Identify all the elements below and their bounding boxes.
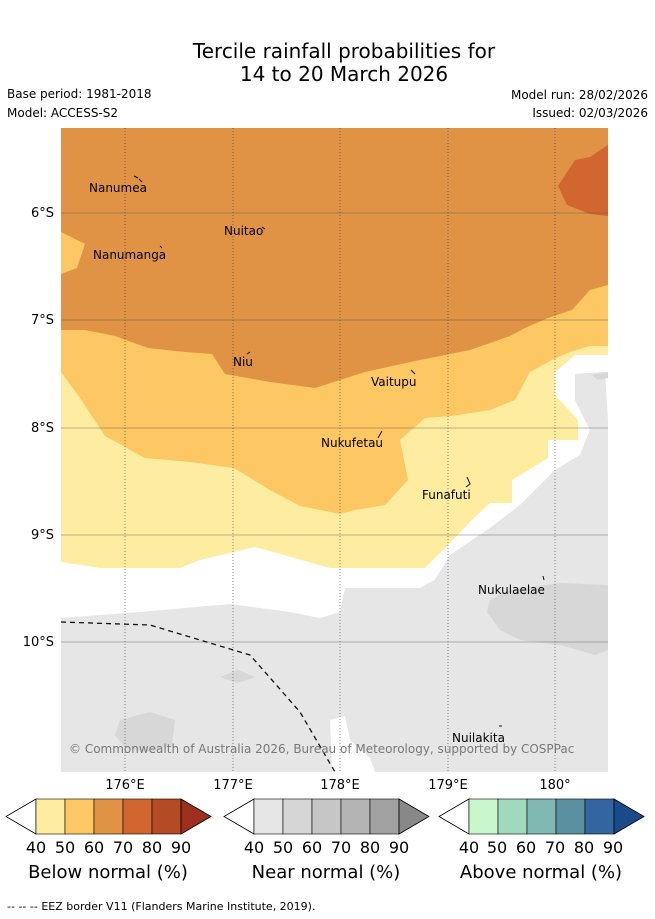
- eez-legend-line: -- -- --: [7, 900, 38, 913]
- eez-legend-text: EEZ border V11 (Flanders Marine Institut…: [41, 900, 316, 913]
- colorbar-segment: [253, 798, 284, 835]
- island-label-nanumanga: Nanumanga: [93, 248, 167, 262]
- colorbar-segment: [555, 798, 586, 835]
- tick-below-70: 70: [112, 838, 134, 857]
- tick-above-90: 90: [602, 838, 624, 857]
- near-normal-patch-2: [220, 670, 255, 683]
- title-line-2: 14 to 20 March 2026: [239, 62, 449, 86]
- colorbar-segment: [35, 798, 66, 835]
- issued-date: Issued: 02/03/2026: [532, 106, 648, 120]
- colorbar-segment: [340, 798, 371, 835]
- tick-below-80: 80: [141, 838, 163, 857]
- lon-label-178e: 178°E: [320, 778, 360, 793]
- near-normal-patch: [115, 712, 175, 752]
- island-label-funafuti: Funafuti: [422, 488, 471, 502]
- colorbar-segment: [526, 798, 557, 835]
- map-panel: [61, 128, 608, 772]
- eez-border: [61, 621, 336, 772]
- colorbar-low-arrow: [5, 798, 37, 835]
- colorbar-high-arrow: [398, 798, 430, 835]
- tick-above-40: 40: [458, 838, 480, 857]
- colorbar-near-normal: [223, 798, 430, 835]
- lon-gridlines: [124, 128, 556, 772]
- lat-label-8s: 8°S: [30, 421, 54, 436]
- lat-gridlines: [61, 212, 608, 643]
- tick-below-50: 50: [54, 838, 76, 857]
- island-markers: [133, 175, 545, 727]
- tick-near-60: 60: [301, 838, 323, 857]
- title-line-1: Tercile rainfall probabilities for: [192, 39, 496, 63]
- lat-label-10s: 10°S: [22, 635, 54, 650]
- lon-label-176e: 176°E: [105, 778, 145, 793]
- below-60-70-region: [61, 128, 608, 388]
- colorbar-low-arrow: [223, 798, 255, 835]
- tick-below-40: 40: [25, 838, 47, 857]
- colorbar-title-below: Below normal (%): [28, 862, 188, 883]
- colorbar-segment: [122, 798, 153, 835]
- near-normal-darker: [487, 583, 608, 655]
- colorbar-segment: [468, 798, 499, 835]
- colorbar-high-arrow: [613, 798, 645, 835]
- colorbar-segment: [151, 798, 182, 835]
- lat-label-7s: 7°S: [30, 313, 54, 328]
- island-label-nanumea: Nanumea: [89, 181, 147, 195]
- island-label-nuilakita: Nuilakita: [452, 731, 505, 745]
- lon-label-180: 180°: [539, 778, 571, 793]
- colorbar-segment: [584, 798, 615, 835]
- model-run: Model run: 28/02/2026: [510, 88, 648, 102]
- colorbar-segment: [93, 798, 124, 835]
- copyright-notice: © Commonwealth of Australia 2026, Bureau…: [69, 742, 575, 756]
- colorbar-segment: [311, 798, 342, 835]
- island-label-niu: Niu: [233, 355, 253, 369]
- near-normal-south: [61, 372, 608, 772]
- tick-above-80: 80: [573, 838, 595, 857]
- tick-below-90: 90: [170, 838, 192, 857]
- tick-near-70: 70: [330, 838, 352, 857]
- tick-near-80: 80: [359, 838, 381, 857]
- colorbar-segment: [64, 798, 95, 835]
- below-70-80-region: [558, 145, 608, 216]
- tick-above-70: 70: [544, 838, 566, 857]
- lon-label-179e: 179°E: [428, 778, 468, 793]
- map-title: Tercile rainfall probabilities for 14 to…: [0, 40, 655, 86]
- tick-below-60: 60: [83, 838, 105, 857]
- lat-label-9s: 9°S: [30, 528, 54, 543]
- colorbar-high-arrow: [180, 798, 212, 835]
- tick-near-90: 90: [388, 838, 410, 857]
- colorbar-above-normal: [438, 798, 645, 835]
- colorbar-segment: [497, 798, 528, 835]
- colorbar-low-arrow: [438, 798, 470, 835]
- tick-near-40: 40: [243, 838, 265, 857]
- tick-above-50: 50: [486, 838, 508, 857]
- tick-near-50: 50: [272, 838, 294, 857]
- lon-label-177e: 177°E: [213, 778, 253, 793]
- island-label-vaitupu: Vaitupu: [371, 375, 417, 389]
- island-label-nuitao: Nuitao: [224, 224, 264, 238]
- near-normal-patch-3: [592, 372, 608, 380]
- tick-above-60: 60: [515, 838, 537, 857]
- island-label-nukulaelae: Nukulaelae: [478, 583, 545, 597]
- colorbar-segment: [282, 798, 313, 835]
- eez-legend: -- -- -- EEZ border V11 (Flanders Marine…: [7, 900, 315, 913]
- island-label-nukufetau: Nukufetau: [321, 436, 384, 450]
- base-period: Base period: 1981-2018: [7, 87, 152, 101]
- lat-label-6s: 6°S: [30, 206, 54, 221]
- colorbar-below-normal: [5, 798, 212, 835]
- model-name: Model: ACCESS-S2: [7, 106, 119, 120]
- colorbar-title-above: Above normal (%): [459, 862, 623, 883]
- colorbar-title-near: Near normal (%): [251, 862, 401, 883]
- below-50-60-west: [61, 232, 85, 274]
- colorbar-segment: [369, 798, 400, 835]
